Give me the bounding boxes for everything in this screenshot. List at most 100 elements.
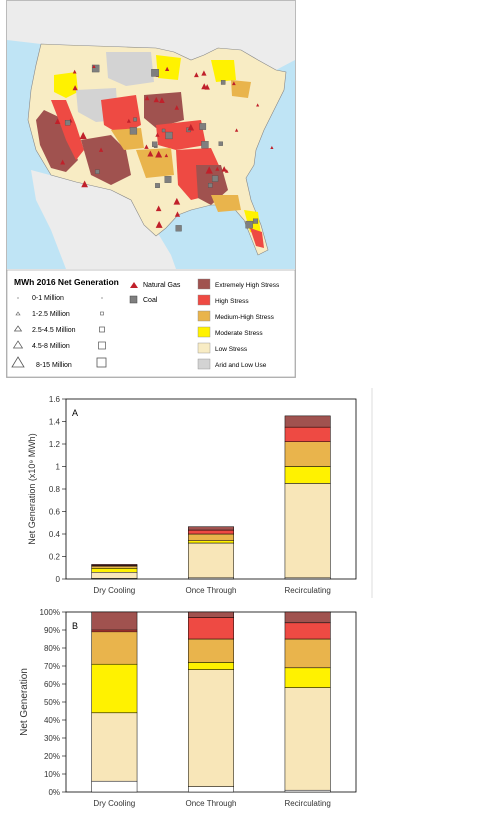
- y-tick-label: 10%: [44, 770, 60, 779]
- natural-gas-plant-marker: [173, 197, 181, 205]
- legend-size-4: 8-15 Million: [11, 356, 107, 369]
- legend-plant-coal: Coal: [129, 295, 158, 304]
- stress-medium-high-gulf: [211, 195, 241, 212]
- coal-plant-marker: [253, 218, 259, 224]
- stress-medium-high-midwest: [231, 80, 251, 98]
- natural-gas-plant-marker: [153, 96, 159, 103]
- natural-gas-plant-marker: [81, 180, 89, 188]
- x-category-label: Once Through: [186, 799, 237, 808]
- bar-segment: [188, 669, 234, 787]
- y-tick-label: 60%: [44, 680, 60, 689]
- legend-plant-natural-gas: Natural Gas: [130, 282, 181, 289]
- y-tick-label: 40%: [44, 716, 60, 725]
- power-plant-markers: [54, 64, 274, 232]
- legend-stress-item: Moderate Stress: [197, 326, 263, 338]
- coal-plant-marker: [133, 117, 137, 122]
- y-tick-label: 80%: [44, 644, 60, 653]
- bar-segment: [188, 662, 234, 670]
- legend-size-2: 2.5-4.5 Million: [13, 325, 105, 334]
- stress-high-kansas: [156, 120, 206, 150]
- natural-gas-plant-marker: [201, 83, 208, 90]
- bar-segment: [188, 611, 234, 618]
- xlarge-square-icon: [96, 357, 107, 368]
- stress-moderate-dakotas: [156, 55, 181, 80]
- bar-segment: [188, 638, 234, 663]
- x-category-label: Dry Cooling: [93, 586, 135, 595]
- stress-swatch: [197, 278, 211, 290]
- legend-size-label: 2.5-4.5 Million: [32, 327, 76, 334]
- legend-size-3: 4.5-8 Million: [12, 340, 106, 350]
- natural-gas-plant-marker: [72, 69, 77, 74]
- legend-stress-item: Arid and Low Use: [197, 358, 267, 370]
- legend-title: MWh 2016 Net Generation: [14, 277, 119, 287]
- legend-stress-item: Low Stress: [197, 342, 248, 354]
- natural-gas-plant-marker: [270, 145, 274, 150]
- legend-stress-item: Medium-High Stress: [197, 310, 275, 322]
- y-tick-label: 1.4: [49, 418, 61, 427]
- legend-plant-label: Natural Gas: [143, 282, 181, 289]
- natural-gas-plant-marker: [174, 211, 181, 217]
- small-square-icon: [100, 311, 104, 316]
- bar-segment: [284, 611, 331, 624]
- coal-plant-marker: [95, 169, 100, 174]
- xlarge-triangle-icon: [11, 356, 25, 368]
- chart-a-net-generation: A Net Generation (x10⁹ MWh) 0 0.2 0.4 0.6 0.…: [27, 388, 373, 598]
- mexico-land: [31, 170, 176, 269]
- bar-segment: [284, 483, 331, 579]
- y-tick-label: 20%: [44, 752, 60, 761]
- stress-high-california: [51, 100, 84, 160]
- x-category-label: Dry Cooling: [93, 799, 135, 808]
- coal-plant-marker: [218, 141, 223, 146]
- bar-segment: [284, 466, 331, 484]
- y-tick-label: 50%: [44, 698, 60, 707]
- stress-medium-high-newmexico: [136, 148, 174, 178]
- legend-size-1: 1-2.5 Million: [15, 311, 104, 318]
- bar-segment: [91, 631, 138, 665]
- natural-gas-plant-marker: [234, 128, 239, 132]
- stress-high-florida: [250, 228, 264, 248]
- natural-gas-plant-marker: [174, 105, 180, 110]
- bar-segment: [284, 789, 331, 793]
- stress-extreme-california: [36, 110, 78, 172]
- stress-moderate-midwest: [211, 60, 236, 82]
- large-square-icon: [98, 341, 106, 350]
- coal-plant-marker: [165, 131, 173, 140]
- y-tick-label: 100%: [40, 608, 60, 617]
- legend-size-label: 4.5-8 Million: [32, 343, 70, 350]
- medium-square-icon: [99, 326, 105, 333]
- y-tick-label: 0.2: [49, 553, 61, 562]
- bar-segment: [188, 540, 234, 544]
- y-tick-label: 0.8: [49, 485, 61, 494]
- y-tick-label: 1.2: [49, 440, 61, 449]
- coal-plant-marker: [208, 183, 213, 188]
- y-ticks-a: 0 0.2 0.4 0.6 0.8 1 1.2 1.4 1.6: [49, 395, 66, 584]
- stress-extreme-plains: [144, 92, 184, 128]
- bar-segment: [284, 687, 331, 791]
- y-tick-label: 0: [56, 575, 61, 584]
- coal-square-icon: [129, 295, 138, 304]
- stress-high-utah: [101, 95, 141, 135]
- y-tick-label: 0%: [48, 788, 60, 797]
- natural-gas-plant-marker: [187, 123, 195, 131]
- stress-swatch: [197, 358, 211, 370]
- bar-segment: [91, 565, 138, 569]
- bar-segment: [91, 568, 138, 573]
- natural-gas-plant-marker: [144, 95, 150, 101]
- canada-land: [7, 1, 295, 70]
- stress-arid-montana: [106, 52, 154, 86]
- y-axis-label-b: Net Generation: [19, 668, 30, 736]
- natural-gas-plant-marker: [215, 166, 220, 171]
- coal-plant-marker: [155, 183, 160, 188]
- x-categories-b: Dry Cooling Once Through Recirculating: [93, 799, 330, 808]
- coal-plant-marker: [201, 141, 209, 149]
- bar-segment: [91, 564, 138, 566]
- natural-gas-plant-marker: [164, 153, 169, 158]
- y-tick-label: 1: [56, 463, 61, 472]
- legend-size-0: 0-1 Million: [17, 295, 103, 302]
- natural-gas-plant-marker: [60, 159, 66, 165]
- coal-plant-marker: [245, 220, 253, 229]
- small-triangle-icon: [15, 311, 21, 316]
- bar-segment: [284, 667, 331, 688]
- y-tick-label: 0.4: [49, 530, 61, 539]
- x-category-label: Recirculating: [285, 799, 331, 808]
